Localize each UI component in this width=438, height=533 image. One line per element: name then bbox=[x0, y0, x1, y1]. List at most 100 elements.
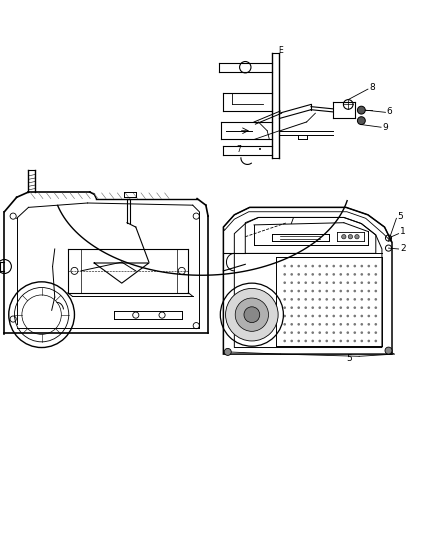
Circle shape bbox=[311, 281, 314, 284]
Circle shape bbox=[332, 273, 335, 276]
Circle shape bbox=[304, 281, 307, 284]
Circle shape bbox=[332, 314, 335, 317]
Circle shape bbox=[353, 306, 356, 309]
Circle shape bbox=[332, 340, 335, 342]
Circle shape bbox=[332, 306, 335, 309]
Circle shape bbox=[353, 332, 356, 334]
Circle shape bbox=[297, 340, 300, 342]
Circle shape bbox=[353, 273, 356, 276]
Circle shape bbox=[339, 290, 342, 292]
Circle shape bbox=[339, 298, 342, 301]
Circle shape bbox=[367, 265, 370, 268]
Circle shape bbox=[339, 323, 342, 326]
Circle shape bbox=[339, 340, 342, 342]
Text: 5: 5 bbox=[346, 353, 353, 362]
Circle shape bbox=[360, 314, 363, 317]
Circle shape bbox=[374, 290, 377, 292]
Circle shape bbox=[360, 298, 363, 301]
Text: 8: 8 bbox=[369, 83, 375, 92]
Text: 5: 5 bbox=[398, 212, 403, 221]
Circle shape bbox=[353, 265, 356, 268]
Circle shape bbox=[290, 323, 293, 326]
Circle shape bbox=[283, 290, 286, 292]
Circle shape bbox=[283, 306, 286, 309]
Circle shape bbox=[357, 117, 365, 125]
Circle shape bbox=[283, 314, 286, 317]
Circle shape bbox=[297, 323, 300, 326]
Circle shape bbox=[290, 265, 293, 268]
Circle shape bbox=[332, 290, 335, 292]
Circle shape bbox=[318, 281, 321, 284]
Circle shape bbox=[367, 281, 370, 284]
Circle shape bbox=[325, 265, 328, 268]
Circle shape bbox=[353, 298, 356, 301]
Circle shape bbox=[290, 314, 293, 317]
Circle shape bbox=[339, 314, 342, 317]
Circle shape bbox=[283, 298, 286, 301]
Circle shape bbox=[346, 340, 349, 342]
Circle shape bbox=[290, 290, 293, 292]
Circle shape bbox=[342, 235, 346, 239]
Circle shape bbox=[290, 306, 293, 309]
Circle shape bbox=[360, 340, 363, 342]
Circle shape bbox=[318, 265, 321, 268]
Circle shape bbox=[346, 290, 349, 292]
Circle shape bbox=[325, 298, 328, 301]
Circle shape bbox=[290, 273, 293, 276]
Circle shape bbox=[244, 307, 260, 322]
Circle shape bbox=[311, 332, 314, 334]
Circle shape bbox=[311, 306, 314, 309]
Circle shape bbox=[357, 106, 365, 114]
Circle shape bbox=[367, 314, 370, 317]
Circle shape bbox=[304, 306, 307, 309]
Circle shape bbox=[367, 306, 370, 309]
Circle shape bbox=[235, 298, 268, 332]
Circle shape bbox=[360, 273, 363, 276]
Text: E: E bbox=[279, 46, 283, 55]
Circle shape bbox=[297, 281, 300, 284]
Circle shape bbox=[304, 323, 307, 326]
Circle shape bbox=[367, 273, 370, 276]
Circle shape bbox=[339, 265, 342, 268]
Circle shape bbox=[283, 281, 286, 284]
Circle shape bbox=[318, 273, 321, 276]
Circle shape bbox=[311, 323, 314, 326]
Circle shape bbox=[311, 290, 314, 292]
Circle shape bbox=[290, 298, 293, 301]
Circle shape bbox=[304, 314, 307, 317]
Circle shape bbox=[355, 235, 359, 239]
Circle shape bbox=[325, 281, 328, 284]
Circle shape bbox=[318, 306, 321, 309]
Circle shape bbox=[311, 314, 314, 317]
Circle shape bbox=[318, 298, 321, 301]
Circle shape bbox=[339, 281, 342, 284]
Circle shape bbox=[346, 298, 349, 301]
Circle shape bbox=[385, 347, 392, 354]
Circle shape bbox=[318, 323, 321, 326]
Circle shape bbox=[283, 340, 286, 342]
Circle shape bbox=[346, 332, 349, 334]
Circle shape bbox=[318, 340, 321, 342]
Circle shape bbox=[367, 323, 370, 326]
Circle shape bbox=[325, 314, 328, 317]
Circle shape bbox=[332, 281, 335, 284]
Circle shape bbox=[325, 290, 328, 292]
Circle shape bbox=[360, 281, 363, 284]
Text: 6: 6 bbox=[386, 107, 392, 116]
Text: 7: 7 bbox=[288, 217, 293, 226]
Circle shape bbox=[325, 306, 328, 309]
Circle shape bbox=[353, 290, 356, 292]
Text: 9: 9 bbox=[382, 123, 388, 132]
Circle shape bbox=[297, 332, 300, 334]
Circle shape bbox=[346, 273, 349, 276]
Text: •: • bbox=[258, 148, 262, 154]
Circle shape bbox=[374, 314, 377, 317]
Circle shape bbox=[360, 265, 363, 268]
Circle shape bbox=[325, 332, 328, 334]
Circle shape bbox=[374, 332, 377, 334]
Circle shape bbox=[374, 298, 377, 301]
Circle shape bbox=[353, 340, 356, 342]
Circle shape bbox=[318, 332, 321, 334]
Circle shape bbox=[304, 273, 307, 276]
Circle shape bbox=[304, 340, 307, 342]
